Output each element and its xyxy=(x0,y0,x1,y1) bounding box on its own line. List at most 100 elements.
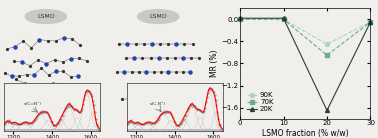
Point xyxy=(186,107,192,109)
Point xyxy=(11,123,17,125)
Point xyxy=(134,123,140,125)
Point xyxy=(44,111,50,113)
Point xyxy=(187,104,194,106)
Point xyxy=(55,123,61,125)
Point xyxy=(79,108,85,110)
Point xyxy=(129,119,135,121)
Point xyxy=(211,91,217,94)
Point xyxy=(218,128,225,130)
Point xyxy=(157,114,163,116)
Point xyxy=(172,121,178,123)
Point xyxy=(147,121,153,123)
Point xyxy=(60,114,66,116)
Point xyxy=(197,109,203,111)
70K xyxy=(238,18,242,20)
Point xyxy=(64,106,70,108)
Point xyxy=(214,111,220,113)
Point xyxy=(5,120,11,123)
Point xyxy=(73,109,79,111)
Point xyxy=(208,88,214,90)
Point xyxy=(188,103,194,105)
Point xyxy=(140,123,146,125)
Point xyxy=(87,91,93,94)
Point xyxy=(4,120,10,122)
20K xyxy=(368,21,373,23)
Point xyxy=(70,107,76,110)
Line: 20K: 20K xyxy=(238,16,372,112)
Point xyxy=(184,108,191,110)
Point xyxy=(164,111,170,113)
Text: H=0 Oe: H=0 Oe xyxy=(31,107,61,116)
Point xyxy=(71,108,77,111)
Point xyxy=(160,112,166,114)
Point xyxy=(198,110,204,112)
Point xyxy=(58,118,64,120)
Point xyxy=(53,125,59,127)
Point xyxy=(72,108,78,110)
Point xyxy=(201,109,207,112)
Point xyxy=(90,99,96,102)
Point xyxy=(32,118,38,121)
Point xyxy=(144,122,150,124)
Point xyxy=(6,119,12,121)
Point xyxy=(81,98,87,100)
Point xyxy=(59,115,65,117)
Point xyxy=(48,120,54,122)
Point xyxy=(63,107,69,109)
Point xyxy=(212,94,218,96)
Point xyxy=(189,102,195,104)
Point xyxy=(52,124,58,126)
Point xyxy=(170,116,176,119)
Point xyxy=(67,103,73,106)
Point xyxy=(155,118,161,121)
Point xyxy=(76,111,82,113)
20K xyxy=(281,17,286,19)
Point xyxy=(54,122,60,124)
Point xyxy=(49,121,55,123)
Ellipse shape xyxy=(138,10,179,23)
90K xyxy=(238,18,242,20)
Point xyxy=(183,114,189,116)
Point xyxy=(173,124,179,126)
Point xyxy=(136,122,142,124)
Point xyxy=(15,123,21,126)
Point xyxy=(30,120,36,123)
Point xyxy=(192,105,198,107)
Point xyxy=(91,104,97,106)
Point xyxy=(183,110,189,112)
Point xyxy=(19,122,25,124)
Point xyxy=(34,114,40,116)
Point xyxy=(51,124,57,126)
Point xyxy=(3,121,9,124)
70K xyxy=(368,21,373,23)
Point xyxy=(160,112,166,114)
Point xyxy=(2,122,8,125)
Point xyxy=(25,123,31,125)
Point xyxy=(156,116,163,118)
Point xyxy=(181,118,187,120)
Point xyxy=(94,124,101,127)
Point xyxy=(141,123,147,125)
Point xyxy=(85,90,91,92)
Point xyxy=(175,124,181,126)
Point xyxy=(8,122,14,124)
Line: 90K: 90K xyxy=(238,17,372,46)
Point xyxy=(131,122,137,124)
Point xyxy=(20,122,26,124)
Point xyxy=(139,123,145,125)
Point xyxy=(165,111,171,113)
Point xyxy=(16,123,22,125)
Point xyxy=(50,124,56,126)
Point xyxy=(178,123,184,125)
Point xyxy=(74,109,80,111)
Point xyxy=(18,123,24,125)
Text: H~1000 Oe: H~1000 Oe xyxy=(136,107,181,116)
Point xyxy=(88,93,94,95)
Y-axis label: MR (%): MR (%) xyxy=(210,50,219,77)
Point xyxy=(137,123,143,125)
Point xyxy=(9,122,15,124)
Point xyxy=(194,108,200,111)
Point xyxy=(13,122,19,124)
Point xyxy=(176,125,182,127)
Point xyxy=(23,121,29,124)
